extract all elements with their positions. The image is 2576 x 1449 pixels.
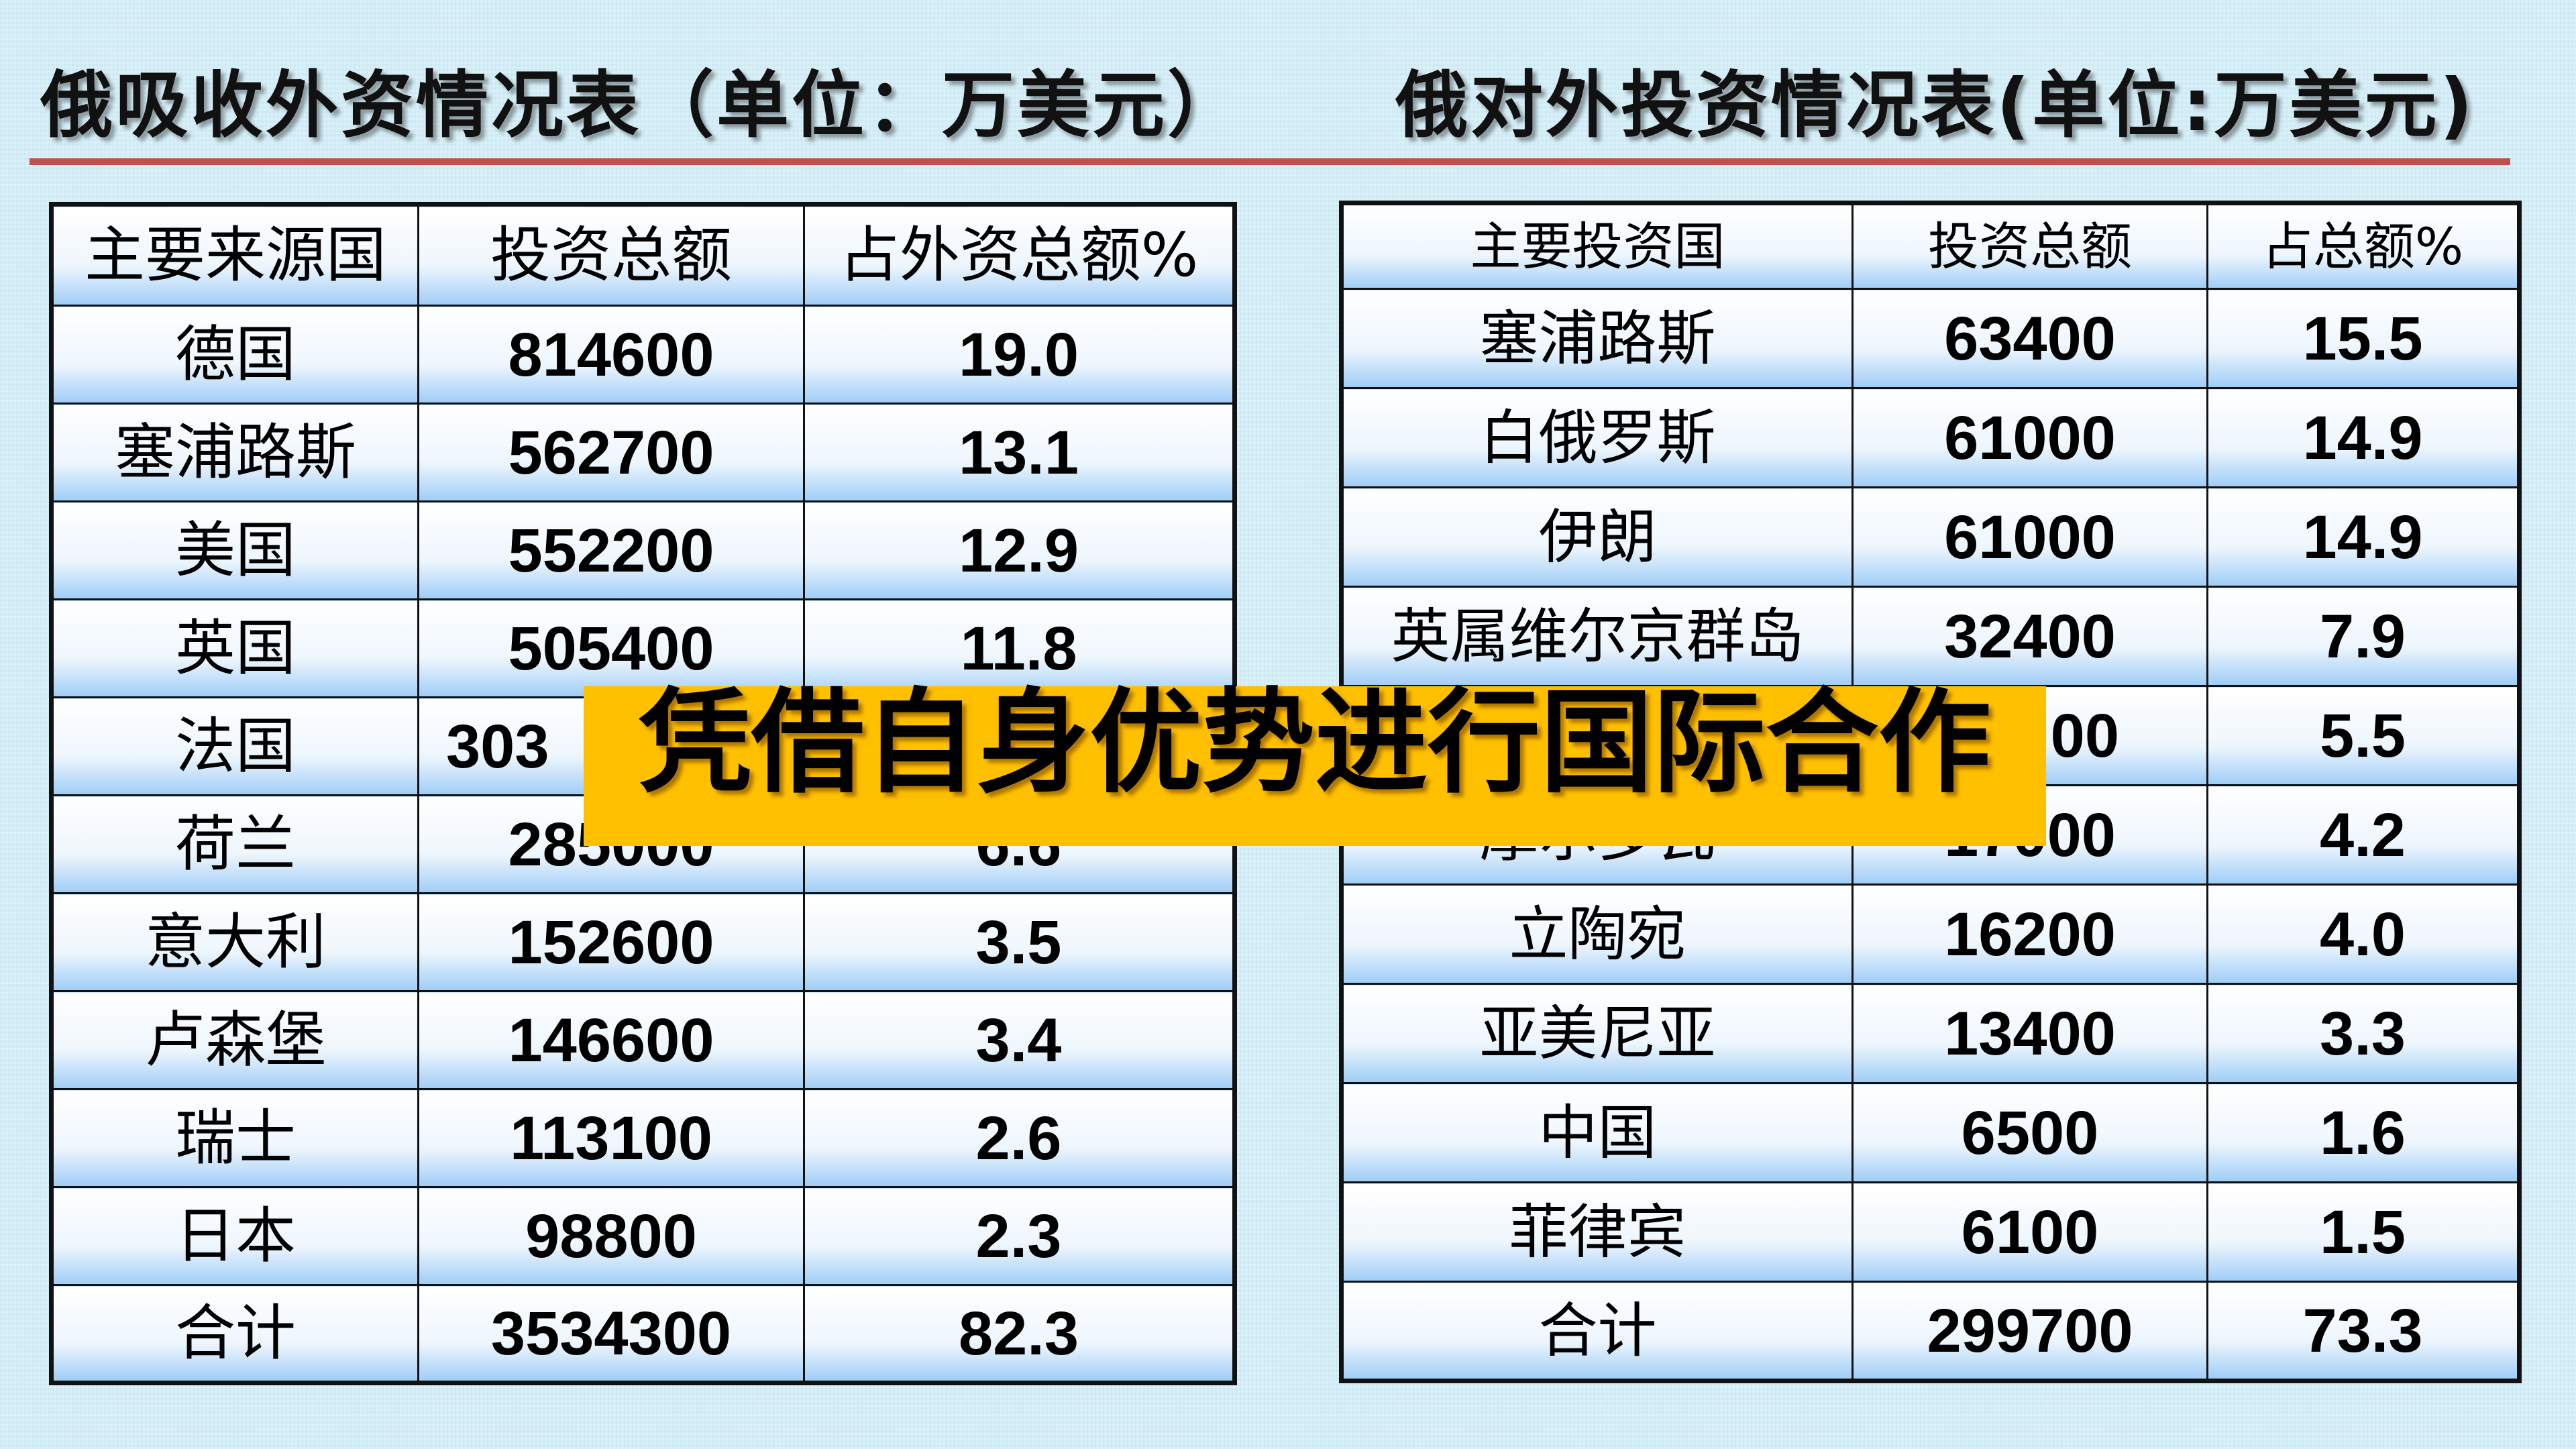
percent-cell: 14.9 [2206,387,2520,488]
amount-cell: 63400 [1851,288,2208,389]
amount-cell: 16200 [1851,883,2208,985]
amount-cell: 562700 [417,402,805,502]
table-row: 合计 3534300 82.3 [50,1284,1236,1384]
country-cell: 合计 [50,1284,419,1384]
table-row: 日本 98800 2.3 [50,1186,1236,1286]
table-row: 合计 299700 73.3 [1340,1281,2520,1382]
amount-cell: 61000 [1851,387,2208,488]
header-row: 主要来源国 投资总额 占外资总额% [50,203,1236,307]
table-row: 瑞士 113100 2.6 [50,1088,1236,1188]
percent-cell: 12.9 [803,500,1236,600]
table-row: 伊朗 61000 14.9 [1340,486,2520,588]
country-cell: 卢森堡 [50,990,419,1090]
country-cell: 菲律宾 [1340,1181,1854,1283]
table-row: 德国 814600 19.0 [50,305,1236,405]
amount-cell: 32400 [1851,586,2208,687]
table-row: 英属维尔京群岛 32400 7.9 [1340,586,2520,687]
amount-cell: 98800 [417,1186,805,1286]
column-header: 投资总额 [417,203,805,307]
country-cell: 合计 [1340,1281,1854,1382]
amount-cell: 505400 [417,598,805,698]
table-row: 美国 552200 12.9 [50,500,1236,600]
percent-cell: 82.3 [803,1284,1236,1384]
percent-cell: 1.6 [2206,1082,2520,1183]
percent-cell: 14.9 [2206,486,2520,588]
percent-cell: 7.9 [2206,586,2520,687]
header-row: 主要投资国 投资总额 占总额% [1340,202,2520,290]
amount-cell: 552200 [417,500,805,600]
country-cell: 伊朗 [1340,486,1854,588]
percent-cell: 3.3 [2206,983,2520,1084]
percent-cell: 5.5 [2206,685,2520,786]
amount-cell: 61000 [1851,486,2208,588]
caption-banner: 凭借自身优势进行国际合作 [584,686,2046,846]
percent-cell: 73.3 [2206,1281,2520,1382]
percent-cell: 15.5 [2206,288,2520,389]
table-row: 塞浦路斯 562700 13.1 [50,402,1236,502]
percent-cell: 4.0 [2206,883,2520,985]
table-row: 白俄罗斯 61000 14.9 [1340,387,2520,488]
country-cell: 德国 [50,305,419,405]
table-row: 意大利 152600 3.5 [50,892,1236,992]
column-header: 主要投资国 [1340,202,1854,290]
percent-cell: 3.4 [803,990,1236,1090]
percent-cell: 4.2 [2206,784,2520,885]
percent-cell: 11.8 [803,598,1236,698]
country-cell: 英属维尔京群岛 [1340,586,1854,687]
title-divider [30,158,2510,165]
country-cell: 塞浦路斯 [1340,288,1854,389]
table-row: 塞浦路斯 63400 15.5 [1340,288,2520,389]
percent-cell: 3.5 [803,892,1236,992]
column-header: 占总额% [2206,202,2520,290]
country-cell: 美国 [50,500,419,600]
country-cell: 荷兰 [50,794,419,894]
table-row: 卢森堡 146600 3.4 [50,990,1236,1090]
amount-cell: 6100 [1851,1181,2208,1283]
amount-cell: 146600 [417,990,805,1090]
country-cell: 瑞士 [50,1088,419,1188]
amount-cell: 3534300 [417,1284,805,1384]
amount-cell: 6500 [1851,1082,2208,1183]
country-cell: 英国 [50,598,419,698]
amount-cell: 299700 [1851,1281,2208,1382]
country-cell: 立陶宛 [1340,883,1854,985]
amount-cell: 113100 [417,1088,805,1188]
amount-cell: 814600 [417,305,805,405]
table-row: 立陶宛 16200 4.0 [1340,883,2520,985]
country-cell: 法国 [50,696,419,796]
table-row: 菲律宾 6100 1.5 [1340,1181,2520,1283]
country-cell: 日本 [50,1186,419,1286]
country-cell: 中国 [1340,1082,1854,1183]
amount-cell: 152600 [417,892,805,992]
country-cell: 塞浦路斯 [50,402,419,502]
percent-cell: 2.3 [803,1186,1236,1286]
percent-cell: 1.5 [2206,1181,2520,1283]
table-row: 亚美尼亚 13400 3.3 [1340,983,2520,1084]
country-cell: 亚美尼亚 [1340,983,1854,1084]
amount-cell: 13400 [1851,983,2208,1084]
percent-cell: 13.1 [803,402,1236,502]
column-header: 主要来源国 [50,203,419,307]
table-row: 英国 505400 11.8 [50,598,1236,698]
right-table-title: 俄对外投资情况表(单位:万美元) [1395,64,2475,148]
column-header: 占外资总额% [803,203,1236,307]
column-header: 投资总额 [1851,202,2208,290]
left-table-title: 俄吸收外资情况表（单位：万美元） [40,64,1243,148]
outward-investment-table: 主要投资国 投资总额 占总额% 塞浦路斯 63400 15.5 白俄罗斯 61000 14.9 伊… [1339,201,2522,1383]
percent-cell: 2.6 [803,1088,1236,1188]
table-row: 中国 6500 1.6 [1340,1082,2520,1183]
country-cell: 白俄罗斯 [1340,387,1854,488]
percent-cell: 19.0 [803,305,1236,405]
country-cell: 意大利 [50,892,419,992]
